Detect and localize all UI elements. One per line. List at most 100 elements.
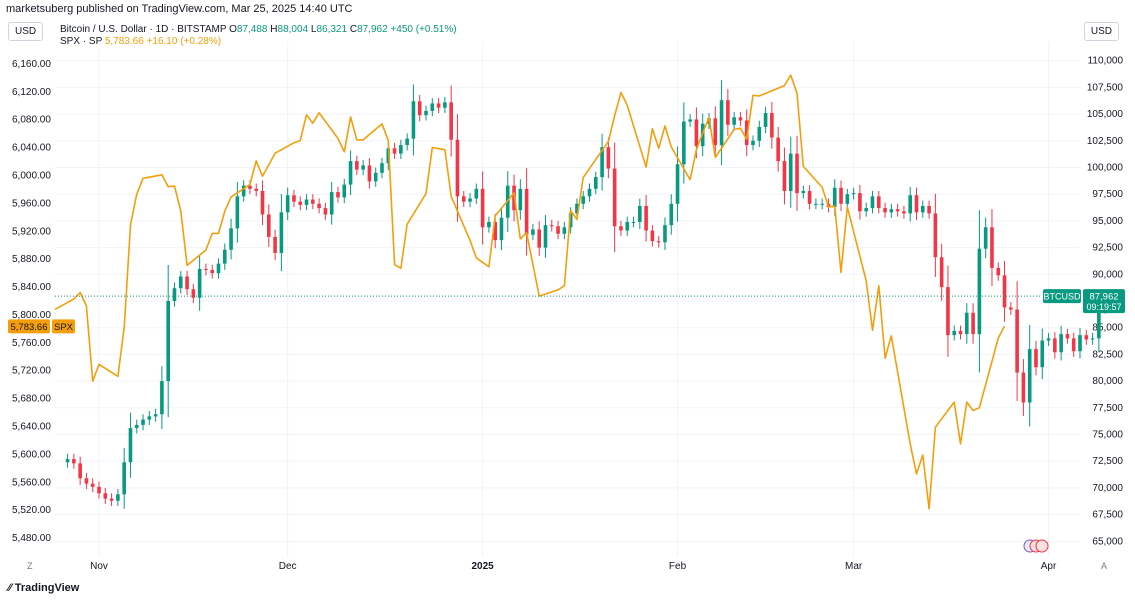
btc-candle <box>373 172 378 182</box>
x-axis-label: Feb <box>669 561 687 572</box>
btc-candle <box>807 190 812 204</box>
x-axis-label: Mar <box>845 561 863 572</box>
left-axis-tick: 5,840.00 <box>12 282 51 293</box>
btc-candle <box>411 101 416 139</box>
btc-candle <box>543 225 548 248</box>
btc-candle <box>260 190 265 215</box>
btc-candle <box>795 153 799 194</box>
right-axis-tick: 97,500 <box>1092 189 1123 200</box>
btc-candle <box>568 213 573 228</box>
btc-candle <box>644 205 648 231</box>
btc-candle <box>638 205 642 222</box>
btc-candle <box>185 276 189 290</box>
btc-low: L86,321 <box>310 24 348 35</box>
btc-candle <box>688 119 692 122</box>
btc-candle <box>1097 308 1101 339</box>
btc-legend: Bitcoin / U.S. Dollar · 1D · BITSTAMP O8… <box>60 24 457 35</box>
btc-candle <box>788 153 793 191</box>
btc-candle <box>581 196 586 204</box>
right-axis-tick: 72,500 <box>1092 456 1123 467</box>
tradingview-logo[interactable]: ⁄⁄ TradingView <box>8 582 79 594</box>
btc-candle <box>493 221 497 241</box>
btc-candle <box>914 195 919 213</box>
right-axis-tick: 70,000 <box>1092 483 1123 494</box>
btc-candle <box>122 462 126 495</box>
btc-candle <box>870 196 875 209</box>
btc-candle <box>600 147 604 178</box>
btc-candle <box>1090 338 1095 340</box>
btc-candle <box>216 263 221 274</box>
btc-candle <box>355 161 359 170</box>
spx-symbol-tag <box>52 319 75 334</box>
btc-candle <box>656 241 661 243</box>
btc-candle <box>317 203 321 209</box>
right-axis-tick: 105,000 <box>1087 109 1124 120</box>
btc-close: C87,962 <box>349 24 388 35</box>
spx-value: 5,783.66 <box>104 36 144 47</box>
btc-candle <box>1053 338 1057 353</box>
spx-symbol-name[interactable]: SPX · SP <box>60 36 103 47</box>
btc-candle <box>593 177 598 189</box>
btc-candle <box>78 463 82 479</box>
btc-candle <box>895 209 900 212</box>
btc-candle <box>883 208 887 213</box>
btc-candle <box>612 168 617 227</box>
right-currency-button[interactable]: USD <box>1083 22 1119 41</box>
btc-candle <box>776 137 780 162</box>
btc-candle <box>141 419 145 425</box>
btc-candle <box>625 221 630 231</box>
x-axis-label: Dec <box>279 561 297 572</box>
btc-candle <box>361 165 365 170</box>
right-axis-tick: 67,500 <box>1092 510 1123 521</box>
btc-candle <box>1040 340 1045 368</box>
btc-candle <box>285 195 290 213</box>
event-flag-icon <box>1035 539 1049 553</box>
btc-candle <box>210 270 215 274</box>
btc-candle <box>1059 334 1063 353</box>
btc-candle <box>1002 275 1007 308</box>
btc-candle <box>889 209 894 213</box>
btc-candle <box>65 459 70 463</box>
btc-candle <box>430 103 435 111</box>
left-axis-tick: 5,920.00 <box>12 226 51 237</box>
btc-candle <box>109 498 114 501</box>
btc-candle <box>417 101 422 116</box>
btc-candle <box>732 117 736 125</box>
btc-candle <box>222 249 227 264</box>
right-axis-tick: 102,500 <box>1087 136 1124 147</box>
btc-last-price-tag <box>1083 289 1125 314</box>
auto-scale-button[interactable]: A <box>1101 561 1108 571</box>
btc-candle <box>1021 372 1026 403</box>
btc-candle <box>977 248 982 335</box>
left-axis-tick: 5,680.00 <box>12 394 51 405</box>
btc-candle <box>166 301 170 382</box>
btc-candle <box>782 161 787 191</box>
btc-candle <box>443 102 447 108</box>
left-currency-button[interactable]: USD <box>8 22 44 41</box>
btc-candle <box>229 228 233 250</box>
btc-candle <box>367 165 372 182</box>
btc-candle <box>631 221 636 223</box>
btc-candle <box>549 225 554 227</box>
btc-symbol-tag-label: BTCUSD <box>1043 292 1081 302</box>
btc-candle <box>72 459 76 464</box>
btc-candle <box>323 208 328 215</box>
zoom-button[interactable]: Z <box>27 561 33 571</box>
btc-candle <box>153 414 158 417</box>
btc-symbol-name[interactable]: Bitcoin / U.S. Dollar · 1D · BITSTAMP <box>60 24 227 35</box>
btc-candle <box>235 196 240 229</box>
btc-candle <box>587 188 592 197</box>
btc-candle <box>719 100 724 146</box>
btc-candle <box>178 276 183 289</box>
btc-candle <box>97 486 101 494</box>
btc-candle <box>575 203 579 214</box>
spx-symbol-tag-label: SPX <box>54 322 74 333</box>
btc-candle <box>562 227 567 234</box>
left-axis-tick: 6,000.00 <box>12 171 51 182</box>
right-axis-tick: 65,000 <box>1092 536 1123 547</box>
btc-candle <box>172 288 177 301</box>
btc-candle <box>191 289 196 298</box>
btc-candle <box>329 192 334 215</box>
btc-candle <box>763 113 768 127</box>
